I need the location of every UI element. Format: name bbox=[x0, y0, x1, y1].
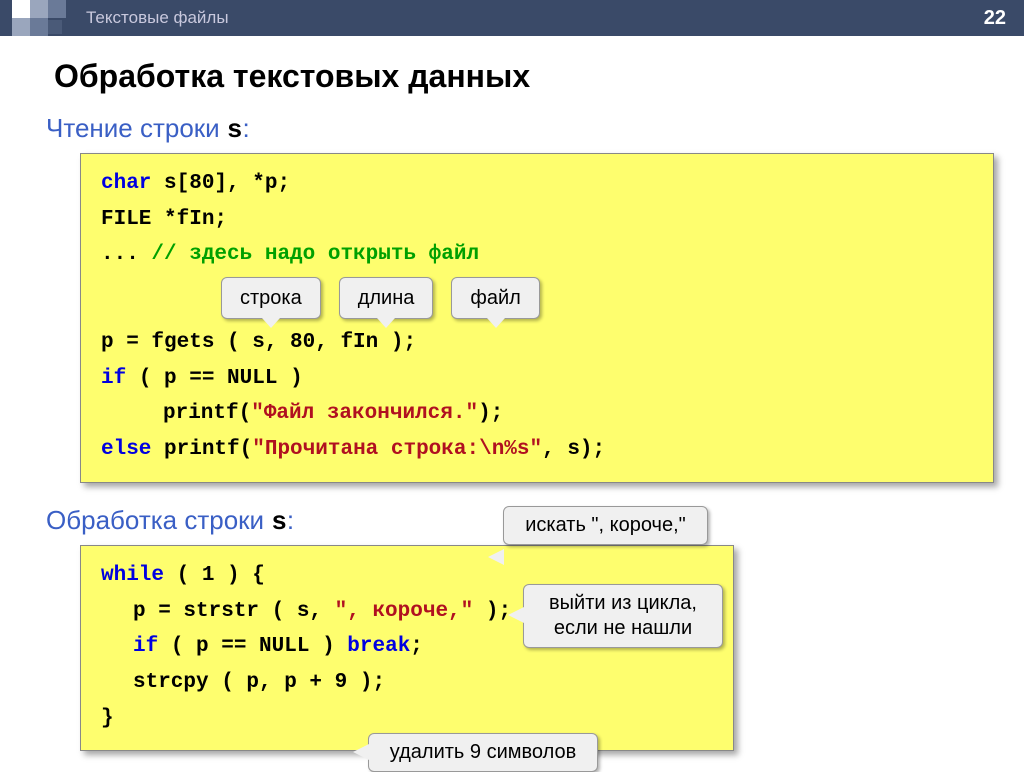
code-line: FILE *fIn; bbox=[101, 202, 973, 238]
section1-title-text: Чтение строки bbox=[46, 113, 227, 143]
page-number: 22 bbox=[984, 7, 1006, 30]
callout-exit: выйти из цикла, если не нашли bbox=[523, 584, 723, 648]
section2-title-text: Обработка строки bbox=[46, 505, 271, 535]
tag-string: строка bbox=[221, 277, 321, 319]
header-text: Текстовые файлы bbox=[86, 8, 229, 28]
code-line: p = fgets ( s, 80, fIn ); bbox=[101, 325, 973, 361]
code-line: else printf("Прочитана строка:\n%s", s); bbox=[101, 432, 973, 468]
logo-squares bbox=[12, 0, 72, 36]
callout-delete: удалить 9 символов bbox=[368, 733, 598, 772]
section2-colon: : bbox=[287, 505, 294, 535]
callout-search: искать ", короче," bbox=[503, 506, 708, 545]
tag-row: строка длина файл bbox=[221, 277, 973, 319]
tag-file: файл bbox=[451, 277, 539, 319]
tag-length: длина bbox=[339, 277, 434, 319]
code-line: if ( p == NULL ) bbox=[101, 361, 973, 397]
code-block-1: char s[80], *p; FILE *fIn; ... // здесь … bbox=[80, 153, 994, 483]
page-title: Обработка текстовых данных bbox=[54, 58, 1024, 95]
section1-title: Чтение строки s: bbox=[46, 113, 1024, 145]
header-bar: Текстовые файлы 22 bbox=[0, 0, 1024, 36]
section1-colon: : bbox=[243, 113, 250, 143]
section1-var: s bbox=[227, 115, 243, 145]
code-line: char s[80], *p; bbox=[101, 166, 973, 202]
code-line: printf("Файл закончился."); bbox=[101, 396, 973, 432]
code-block-2: искать ", короче," выйти из цикла, если … bbox=[80, 545, 734, 751]
section2-var: s bbox=[271, 507, 287, 537]
code-line: ... // здесь надо открыть файл bbox=[101, 237, 973, 273]
code-line: strcpy ( p, p + 9 ); bbox=[101, 665, 713, 701]
code-line: } bbox=[101, 701, 713, 737]
